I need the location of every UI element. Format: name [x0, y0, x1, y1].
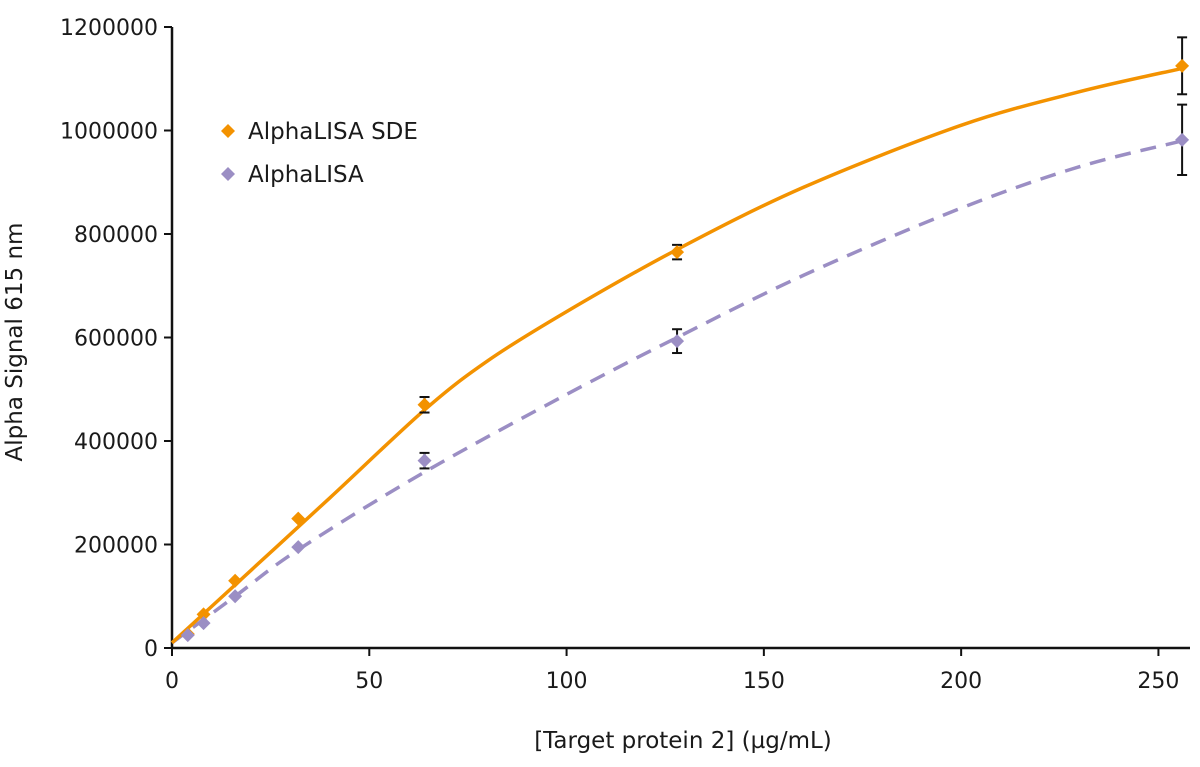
legend-label-alphalisa-sde: AlphaLISA SDE [248, 119, 418, 145]
y-tick-label: 1200000 [60, 16, 158, 41]
error-bars-layer [419, 36, 1188, 470]
data-point-alphalisa [670, 334, 685, 349]
legend-label-alphalisa: AlphaLISA [248, 162, 364, 188]
data-point-alphalisa-sde [1175, 58, 1190, 73]
data-point-alphalisa-sde [228, 573, 243, 588]
data-point-alphalisa-sde [417, 397, 432, 412]
axes-layer: 0 200000 400000 600000 800000 1000000 1200000 0… [60, 16, 1190, 694]
data-point-alphalisa [417, 453, 432, 468]
y-tick-label: 200000 [74, 534, 158, 559]
x-tick-label: 100 [546, 669, 588, 694]
data-point-alphalisa [228, 589, 243, 604]
legend-marker-alphalisa [221, 167, 235, 181]
y-tick-label: 800000 [74, 223, 158, 248]
y-tick-label: 1000000 [60, 120, 158, 145]
legend: AlphaLISA SDE AlphaLISA [221, 119, 418, 188]
data-point-alphalisa-sde [670, 245, 685, 260]
data-point-alphalisa [196, 616, 211, 631]
y-axis-title: Alpha Signal 615 nm [2, 223, 28, 462]
curves-layer [170, 66, 1183, 645]
data-point-alphalisa [180, 628, 195, 643]
y-tick-label: 400000 [74, 430, 158, 455]
data-point-alphalisa [1175, 132, 1190, 147]
y-tick-label: 0 [144, 637, 158, 662]
fit-curve-alphalisa [170, 139, 1183, 645]
data-point-alphalisa-sde [196, 607, 211, 622]
y-tick-label: 600000 [74, 327, 158, 352]
x-axis-title: [Target protein 2] (µg/mL) [534, 728, 832, 754]
legend-marker-alphalisa-sde [221, 124, 235, 138]
data-point-alphalisa [291, 540, 306, 555]
fit-curve-alphalisa-sde [170, 66, 1183, 645]
x-tick-label: 150 [743, 669, 785, 694]
x-tick-label: 250 [1137, 669, 1179, 694]
x-tick-label: 200 [940, 669, 982, 694]
data-point-alphalisa-sde [291, 511, 306, 526]
points-layer [180, 58, 1190, 643]
x-tick-label: 50 [355, 669, 383, 694]
x-tick-label: 0 [165, 669, 179, 694]
